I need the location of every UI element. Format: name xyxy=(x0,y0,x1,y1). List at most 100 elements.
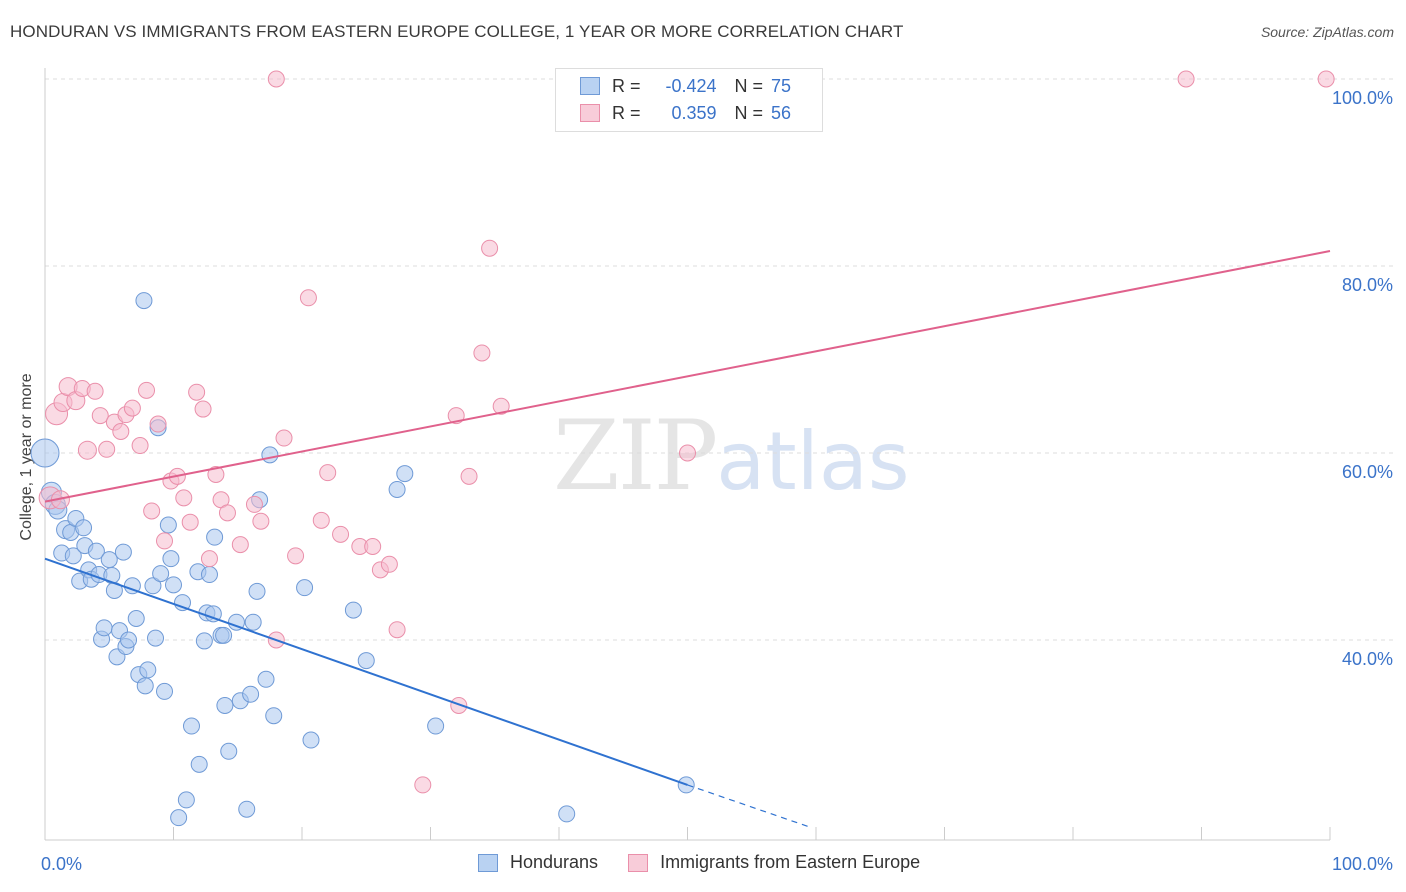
eastern-europe-point-53 xyxy=(267,70,285,88)
honduran-point-65 xyxy=(302,731,320,749)
honduran-point-69 xyxy=(388,480,406,498)
honduran-point-0 xyxy=(30,438,60,468)
honduran-point-40 xyxy=(170,809,188,827)
eastern-europe-point-29 xyxy=(218,504,236,522)
eastern-europe-point-24 xyxy=(188,383,206,401)
r-label: R = xyxy=(612,75,641,96)
honduran-point-27 xyxy=(127,609,145,627)
honduran-point-43 xyxy=(182,717,200,735)
watermark: ZIPatlas xyxy=(553,400,910,512)
honduran-point-70 xyxy=(396,465,414,483)
eastern-europe-point-25 xyxy=(194,400,212,418)
honduran-point-42 xyxy=(177,791,195,809)
eastern-europe-point-32 xyxy=(252,512,270,530)
honduran-point-59 xyxy=(244,613,262,631)
eastern-europe-point-48 xyxy=(460,467,478,485)
stats-legend: R = -0.424 N = 75 R = 0.359 N = 56 xyxy=(555,68,823,132)
legend-label-eastern-europe: Immigrants from Eastern Europe xyxy=(660,852,921,872)
legend-row-eastern-europe: R = 0.359 N = 56 xyxy=(580,101,791,125)
eastern-europe-point-18 xyxy=(149,415,167,433)
eastern-europe-point-47 xyxy=(450,696,468,714)
trend-line-hondurans xyxy=(44,557,688,786)
honduran-point-67 xyxy=(344,601,362,619)
eastern-europe-point-31 xyxy=(245,495,263,513)
eastern-europe-point-45 xyxy=(414,776,432,794)
honduran-point-33 xyxy=(147,629,165,647)
eastern-europe-point-26 xyxy=(200,550,218,568)
n-value-hondurans: 75 xyxy=(771,75,792,96)
n-label: N = xyxy=(734,75,764,96)
eastern-europe-point-41 xyxy=(364,538,382,555)
eastern-europe-point-7 xyxy=(77,440,97,460)
honduran-point-68 xyxy=(357,652,375,670)
eastern-europe-point-10 xyxy=(98,440,116,458)
legend-label-hondurans: Hondurans xyxy=(510,852,599,872)
r-label: R = xyxy=(612,102,641,123)
legend-swatch-blue xyxy=(580,77,600,95)
legend-swatch-pink xyxy=(580,104,600,122)
honduran-point-62 xyxy=(257,670,275,688)
gridlines xyxy=(45,78,1393,641)
eastern-europe-point-16 xyxy=(138,381,156,399)
eastern-europe-point-44 xyxy=(388,621,406,639)
series-hondurans xyxy=(30,292,695,827)
honduran-point-53 xyxy=(216,696,234,714)
eastern-europe-point-23 xyxy=(181,513,199,531)
eastern-europe-point-50 xyxy=(481,239,499,257)
legend-item-hondurans[interactable]: Hondurans xyxy=(478,852,598,873)
legend-swatch-eastern-europe xyxy=(628,853,649,872)
eastern-europe-point-14 xyxy=(123,399,141,417)
honduran-point-63 xyxy=(261,446,279,464)
y-tick-label-60: 60.0% xyxy=(1342,462,1393,482)
n-label: N = xyxy=(734,102,764,123)
honduran-point-64 xyxy=(265,707,283,725)
honduran-point-58 xyxy=(242,685,260,703)
eastern-europe-point-49 xyxy=(473,344,491,362)
honduran-point-25 xyxy=(120,631,138,649)
eastern-europe-point-39 xyxy=(332,525,350,543)
honduran-point-49 xyxy=(204,605,222,623)
eastern-europe-point-30 xyxy=(231,536,249,554)
eastern-europe-point-51 xyxy=(492,397,510,415)
x-tick-label-min: 0.0% xyxy=(41,854,82,874)
eastern-europe-point-34 xyxy=(275,429,293,447)
honduran-point-39 xyxy=(165,576,182,594)
tick-labels: 40.0% 60.0% 80.0% 100.0% 0.0% 100.0% xyxy=(41,88,1393,874)
legend-item-eastern-europe[interactable]: Immigrants from Eastern Europe xyxy=(628,852,920,873)
eastern-europe-point-19 xyxy=(156,532,174,550)
watermark-atlas: atlas xyxy=(716,415,910,508)
r-value-hondurans: -0.424 xyxy=(665,75,717,96)
eastern-europe-point-27 xyxy=(207,466,225,484)
trend-line-eastern-europe xyxy=(44,250,1331,503)
honduran-point-46 xyxy=(195,632,213,650)
honduran-point-32 xyxy=(144,577,162,595)
honduran-point-60 xyxy=(248,582,266,600)
eastern-europe-point-36 xyxy=(299,289,317,307)
eastern-europe-point-38 xyxy=(319,464,337,482)
eastern-europe-point-15 xyxy=(131,437,149,455)
eastern-europe-point-46 xyxy=(447,407,465,425)
eastern-europe-point-35 xyxy=(287,547,305,565)
eastern-europe-point-43 xyxy=(380,555,398,573)
honduran-point-17 xyxy=(95,619,113,637)
r-value-eastern-europe: 0.359 xyxy=(671,102,717,123)
eastern-europe-point-22 xyxy=(175,489,193,507)
honduran-point-37 xyxy=(159,516,177,534)
honduran-point-48 xyxy=(200,566,218,584)
series-eastern-europe xyxy=(38,70,1335,794)
y-tick-label-40: 40.0% xyxy=(1342,649,1393,669)
honduran-point-23 xyxy=(114,543,132,561)
eastern-europe-point-55 xyxy=(1317,70,1335,88)
chart-title: HONDURAN VS IMMIGRANTS FROM EASTERN EURO… xyxy=(10,22,904,41)
y-tick-label-100: 100.0% xyxy=(1332,88,1393,108)
series-legend: Hondurans Immigrants from Eastern Europe xyxy=(478,852,950,873)
honduran-point-52 xyxy=(215,626,233,644)
honduran-point-57 xyxy=(238,800,256,818)
eastern-europe-point-9 xyxy=(91,407,109,425)
honduran-point-10 xyxy=(75,519,93,537)
honduran-point-38 xyxy=(162,550,180,568)
y-tick-label-80: 80.0% xyxy=(1342,275,1393,295)
trend-line-hondurans-extension xyxy=(687,784,810,828)
honduran-point-30 xyxy=(136,677,154,695)
